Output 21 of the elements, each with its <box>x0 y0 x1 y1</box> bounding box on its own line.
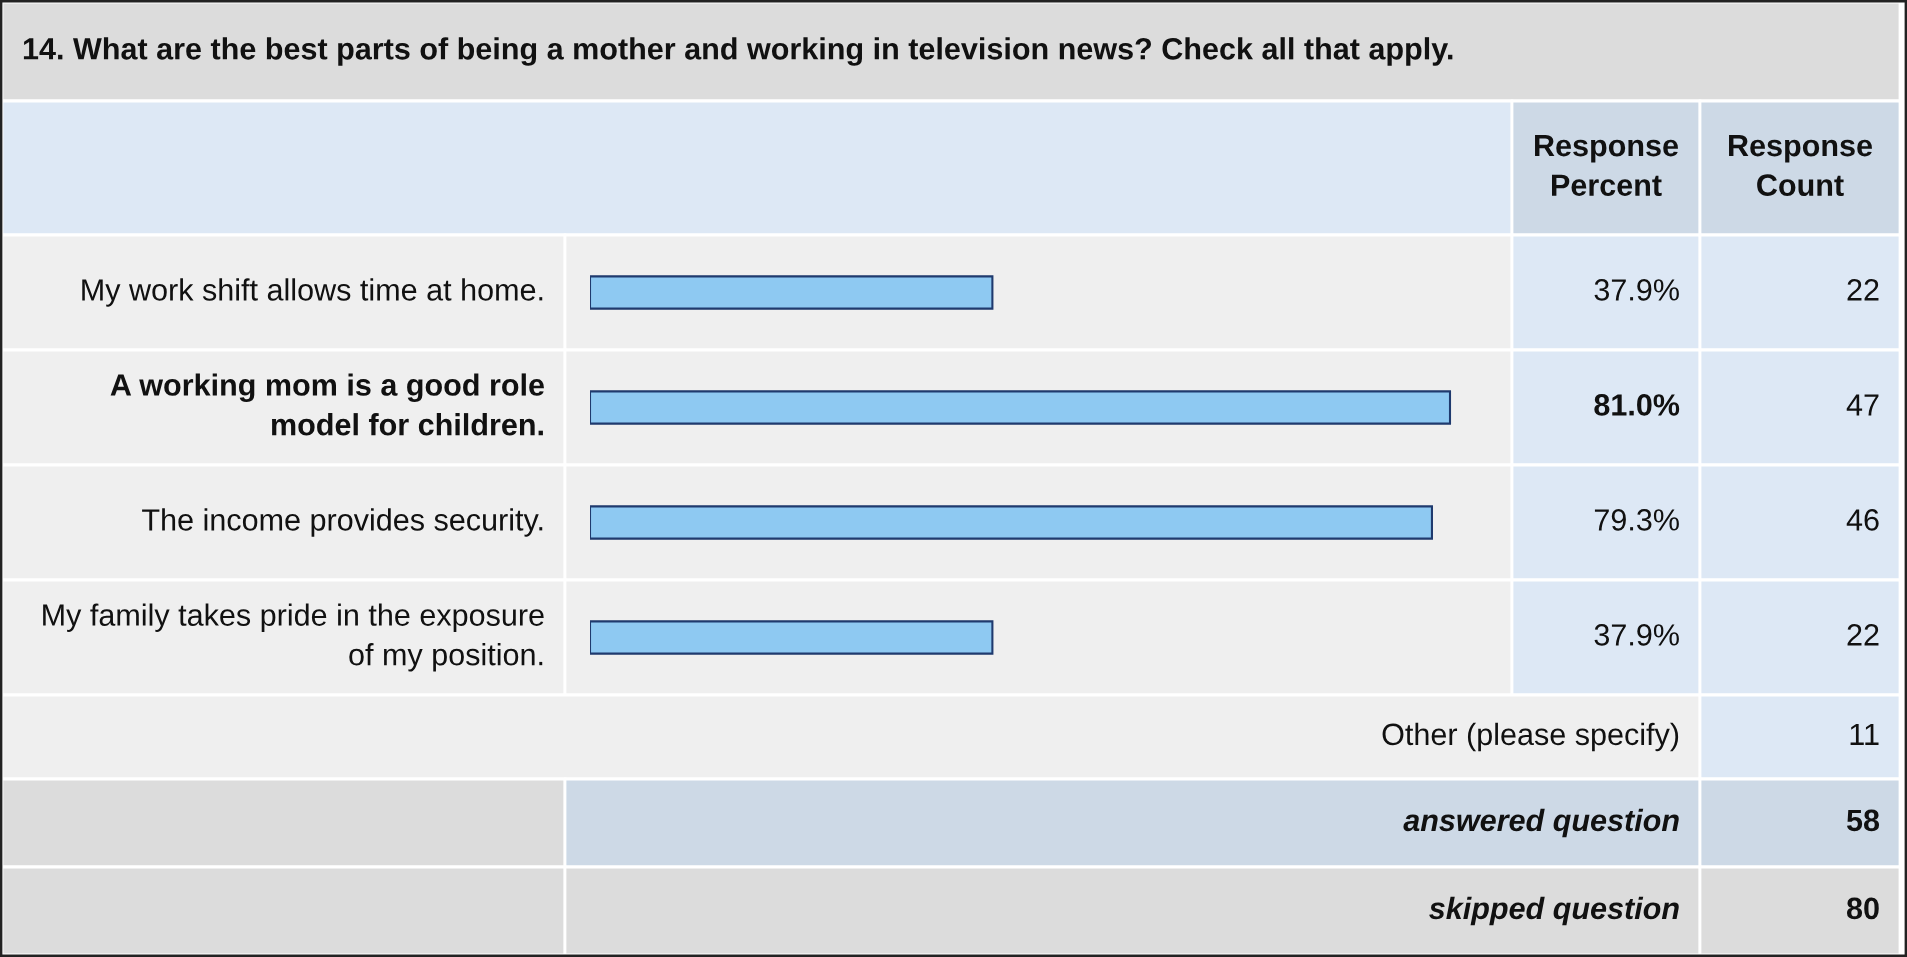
data-label: 37.9% <box>1594 624 1679 646</box>
y-tick-label: My work shift allows time at home. <box>82 278 543 307</box>
y-tick-label: The income provides security. <box>142 508 543 537</box>
data-label: 81.0% <box>1594 394 1680 416</box>
data-label: 79.3% <box>1594 509 1679 531</box>
text: 11 <box>1850 723 1879 745</box>
text: skipped question <box>1429 896 1679 926</box>
text: 22 <box>1847 624 1879 646</box>
text: 80 <box>1846 897 1879 920</box>
text: Response Percent <box>1535 135 1678 196</box>
text: 22 <box>1847 279 1879 301</box>
text: Response Count <box>1729 135 1872 196</box>
y-tick-label: My family takes pride in the exposure of my position. <box>43 603 544 672</box>
text: 58 <box>1846 809 1880 832</box>
text: answered question <box>1403 808 1679 838</box>
chart-title: 14. What are the best parts of being a mother and working in television news? Check all that apply. <box>23 37 1453 66</box>
y-tick-label: A working mom is a good role model for children. <box>110 373 544 436</box>
text: 46 <box>1846 509 1879 531</box>
text: Other (please specify) <box>1382 722 1679 752</box>
data-label: 37.9% <box>1594 279 1679 301</box>
text: 47 <box>1846 394 1879 416</box>
